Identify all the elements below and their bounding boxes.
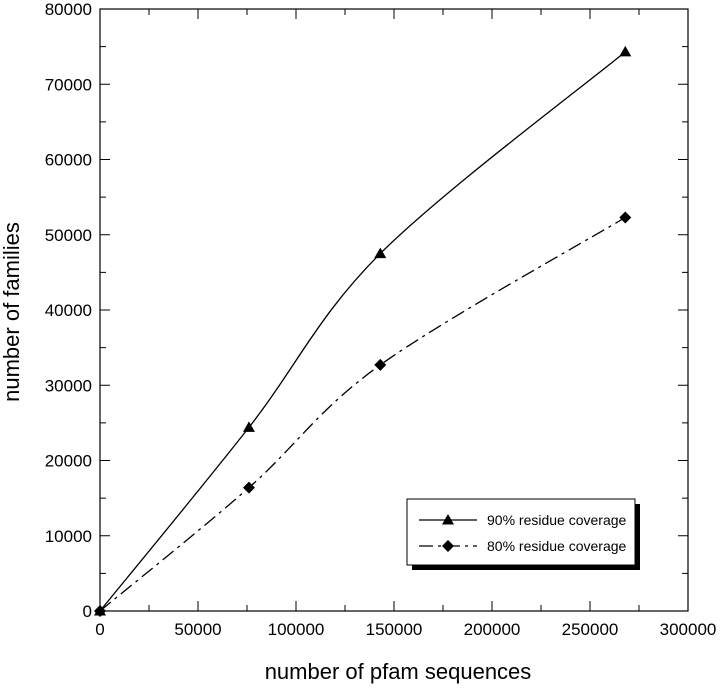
y-tick-label: 20000	[45, 452, 92, 471]
x-tick-label: 0	[95, 620, 104, 639]
series-2-point	[374, 358, 387, 371]
series-2-point	[619, 211, 632, 224]
legend-box	[406, 498, 636, 566]
x-tick-label: 150000	[366, 620, 423, 639]
series-1-point	[242, 421, 255, 432]
y-axis-title: number of families	[0, 222, 24, 402]
x-tick-label: 50000	[174, 620, 221, 639]
legend-marker-1	[442, 514, 454, 525]
y-tick-label: 40000	[45, 301, 92, 320]
x-axis-title: number of pfam sequences	[265, 659, 532, 684]
y-tick-label: 70000	[45, 75, 92, 94]
x-tick-label: 100000	[268, 620, 325, 639]
series-1-point	[374, 247, 387, 259]
y-tick-label: 50000	[45, 226, 92, 245]
series-2-point	[94, 605, 106, 617]
series-line-1	[99, 51, 626, 612]
series-line-2	[99, 216, 626, 612]
legend-label-1: 90% residue coverage	[487, 512, 627, 528]
x-tick-label: 200000	[464, 620, 521, 639]
series-1-point	[619, 45, 632, 57]
series-2-point	[242, 481, 255, 494]
y-tick-label: 80000	[45, 0, 92, 19]
x-tick-label: 300000	[660, 620, 717, 639]
y-tick-label: 10000	[45, 527, 92, 546]
legend-marker-2	[442, 540, 454, 552]
x-tick-label: 250000	[562, 620, 619, 639]
y-tick-label: 30000	[45, 376, 92, 395]
legend-label-2: 80% residue coverage	[487, 538, 627, 554]
y-tick-label: 60000	[45, 151, 92, 170]
y-tick-label: 0	[83, 602, 92, 621]
